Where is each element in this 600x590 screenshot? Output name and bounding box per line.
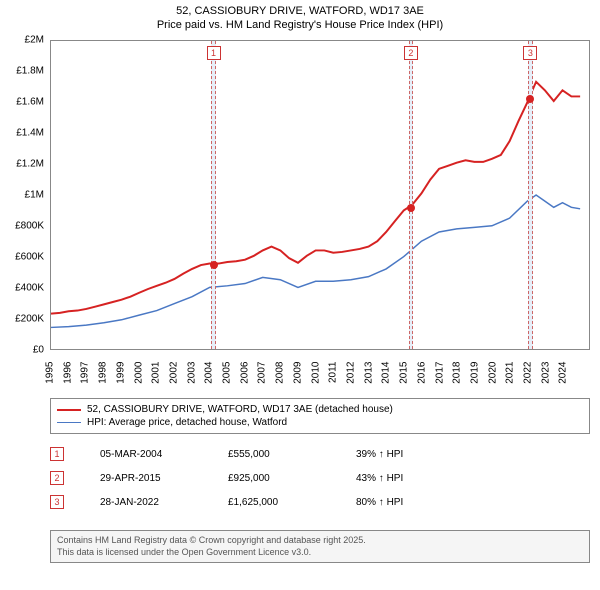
x-tick-label: 2022: [523, 362, 534, 384]
legend-label: HPI: Average price, detached house, Watf…: [87, 417, 287, 428]
legend: 52, CASSIOBURY DRIVE, WATFORD, WD17 3AE …: [50, 398, 590, 434]
attribution-line-2: This data is licensed under the Open Gov…: [57, 547, 583, 559]
x-tick-label: 2011: [328, 362, 339, 384]
x-tick-label: 2012: [345, 362, 356, 384]
y-tick-label: £1M: [0, 190, 44, 201]
y-tick-label: £600K: [0, 252, 44, 263]
x-tick-label: 2010: [310, 362, 321, 384]
y-tick-label: £1.2M: [0, 159, 44, 170]
x-tick-label: 1998: [98, 362, 109, 384]
transaction-marker: 2: [50, 471, 64, 485]
x-tick-label: 2008: [275, 362, 286, 384]
legend-swatch: [57, 422, 81, 424]
series-price_paid: [51, 82, 580, 314]
y-tick-label: £1.8M: [0, 66, 44, 77]
x-tick-label: 2016: [416, 362, 427, 384]
x-tick-label: 2006: [239, 362, 250, 384]
transaction-marker: 1: [50, 447, 64, 461]
x-tick-label: 2005: [222, 362, 233, 384]
x-tick-label: 1997: [80, 362, 91, 384]
x-tick-label: 2017: [434, 362, 445, 384]
chart-title: 52, CASSIOBURY DRIVE, WATFORD, WD17 3AE …: [0, 0, 600, 33]
y-tick-label: £400K: [0, 283, 44, 294]
transaction-hpi: 43% ↑ HPI: [356, 473, 590, 484]
x-tick-label: 2007: [257, 362, 268, 384]
transaction-price: £925,000: [228, 473, 348, 484]
marker-label: 2: [404, 46, 418, 60]
transaction-row: 1 05-MAR-2004 £555,000 39% ↑ HPI: [50, 442, 590, 466]
x-tick-label: 2019: [469, 362, 480, 384]
x-tick-label: 2015: [399, 362, 410, 384]
marker-label: 3: [523, 46, 537, 60]
y-tick-label: £800K: [0, 221, 44, 232]
y-axis: £0£200K£400K£600K£800K£1M£1.2M£1.4M£1.6M…: [0, 40, 48, 350]
x-tick-label: 2023: [540, 362, 551, 384]
x-tick-label: 2009: [292, 362, 303, 384]
highlight-band: [409, 41, 413, 349]
transaction-dot: [407, 204, 415, 212]
chart-container: 52, CASSIOBURY DRIVE, WATFORD, WD17 3AE …: [0, 0, 600, 590]
transaction-date: 05-MAR-2004: [100, 449, 220, 460]
transaction-row: 2 29-APR-2015 £925,000 43% ↑ HPI: [50, 466, 590, 490]
x-tick-label: 2013: [363, 362, 374, 384]
highlight-band: [211, 41, 215, 349]
y-tick-label: £0: [0, 345, 44, 356]
y-tick-label: £1.6M: [0, 97, 44, 108]
transactions-table: 1 05-MAR-2004 £555,000 39% ↑ HPI 2 29-APR-201…: [50, 442, 590, 514]
x-tick-label: 2004: [204, 362, 215, 384]
transaction-date: 28-JAN-2022: [100, 497, 220, 508]
transaction-dot: [210, 261, 218, 269]
transaction-price: £555,000: [228, 449, 348, 460]
x-tick-label: 2018: [452, 362, 463, 384]
x-tick-label: 2001: [151, 362, 162, 384]
legend-swatch: [57, 409, 81, 411]
title-line-1: 52, CASSIOBURY DRIVE, WATFORD, WD17 3AE: [0, 4, 600, 18]
trace-layer: [51, 41, 589, 349]
legend-item: 52, CASSIOBURY DRIVE, WATFORD, WD17 3AE …: [57, 403, 583, 416]
transaction-row: 3 28-JAN-2022 £1,625,000 80% ↑ HPI: [50, 490, 590, 514]
x-tick-label: 2024: [558, 362, 569, 384]
attribution: Contains HM Land Registry data © Crown c…: [50, 530, 590, 563]
x-tick-label: 2021: [505, 362, 516, 384]
x-tick-label: 1995: [45, 362, 56, 384]
x-axis: 1995199619971998199920002001200220032004…: [50, 352, 590, 402]
y-tick-label: £1.4M: [0, 128, 44, 139]
x-tick-label: 2002: [168, 362, 179, 384]
x-tick-label: 2000: [133, 362, 144, 384]
title-line-2: Price paid vs. HM Land Registry's House …: [0, 18, 600, 32]
legend-label: 52, CASSIOBURY DRIVE, WATFORD, WD17 3AE …: [87, 404, 393, 415]
x-tick-label: 2020: [487, 362, 498, 384]
x-tick-label: 1996: [62, 362, 73, 384]
transaction-price: £1,625,000: [228, 497, 348, 508]
transaction-hpi: 39% ↑ HPI: [356, 449, 590, 460]
x-tick-label: 2014: [381, 362, 392, 384]
transaction-date: 29-APR-2015: [100, 473, 220, 484]
marker-label: 1: [207, 46, 221, 60]
x-tick-label: 1999: [115, 362, 126, 384]
y-tick-label: £2M: [0, 35, 44, 46]
transaction-hpi: 80% ↑ HPI: [356, 497, 590, 508]
transaction-marker: 3: [50, 495, 64, 509]
transaction-dot: [526, 95, 534, 103]
y-tick-label: £200K: [0, 314, 44, 325]
legend-item: HPI: Average price, detached house, Watf…: [57, 416, 583, 429]
plot-area: 1 2 3: [50, 40, 590, 350]
highlight-band: [528, 41, 532, 349]
x-tick-label: 2003: [186, 362, 197, 384]
attribution-line-1: Contains HM Land Registry data © Crown c…: [57, 535, 583, 547]
series-hpi: [51, 195, 580, 327]
